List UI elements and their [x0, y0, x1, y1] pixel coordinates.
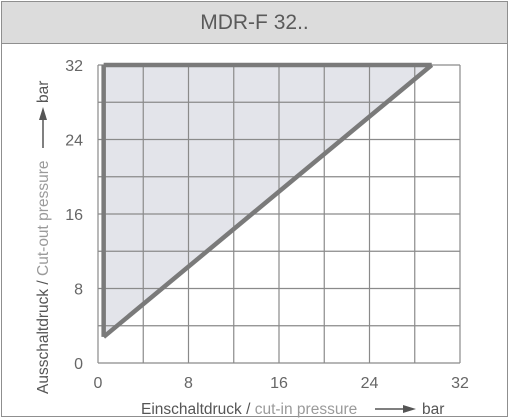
- y-tick-label: 16: [65, 207, 83, 224]
- x-axis-unit: bar: [422, 401, 444, 418]
- y-tick-label: 8: [74, 282, 83, 299]
- y-tick-label: 24: [65, 133, 83, 150]
- x-axis-label-de: Einschaltdruck: [141, 401, 242, 418]
- chart-title: MDR-F 32..: [2, 2, 507, 44]
- y-axis-unit: bar: [35, 81, 52, 103]
- x-tick-label: 8: [184, 375, 193, 392]
- x-tick-label: 24: [361, 375, 379, 392]
- x-axis-arrow: [375, 405, 416, 413]
- y-axis-label-sep: /: [35, 276, 52, 289]
- y-tick-label: 32: [65, 58, 83, 75]
- x-tick-label: 32: [451, 375, 469, 392]
- x-axis-label: Einschaltdruck / cut-in pressure: [141, 401, 357, 418]
- y-axis-arrow: [39, 107, 47, 148]
- series-layer: [101, 62, 434, 339]
- y-axis-label-de: Ausschaltdruck: [35, 289, 52, 394]
- x-axis-label-en: cut-in pressure: [255, 401, 358, 418]
- y-axis-label-en: Cut-out pressure: [35, 161, 52, 276]
- x-tick-label: 0: [94, 375, 103, 392]
- y-axis-label: Ausschaltdruck / Cut-out pressure: [35, 161, 52, 394]
- y-tick-label: 0: [74, 356, 83, 373]
- boundary-line-3: [102, 63, 434, 339]
- grid: [97, 64, 461, 364]
- x-axis-label-sep: /: [242, 401, 255, 418]
- x-tick-labels: 0 8 16 24 32: [94, 375, 469, 392]
- x-tick-label: 16: [270, 375, 288, 392]
- y-tick-labels: 0 8 16 24 32: [65, 58, 83, 373]
